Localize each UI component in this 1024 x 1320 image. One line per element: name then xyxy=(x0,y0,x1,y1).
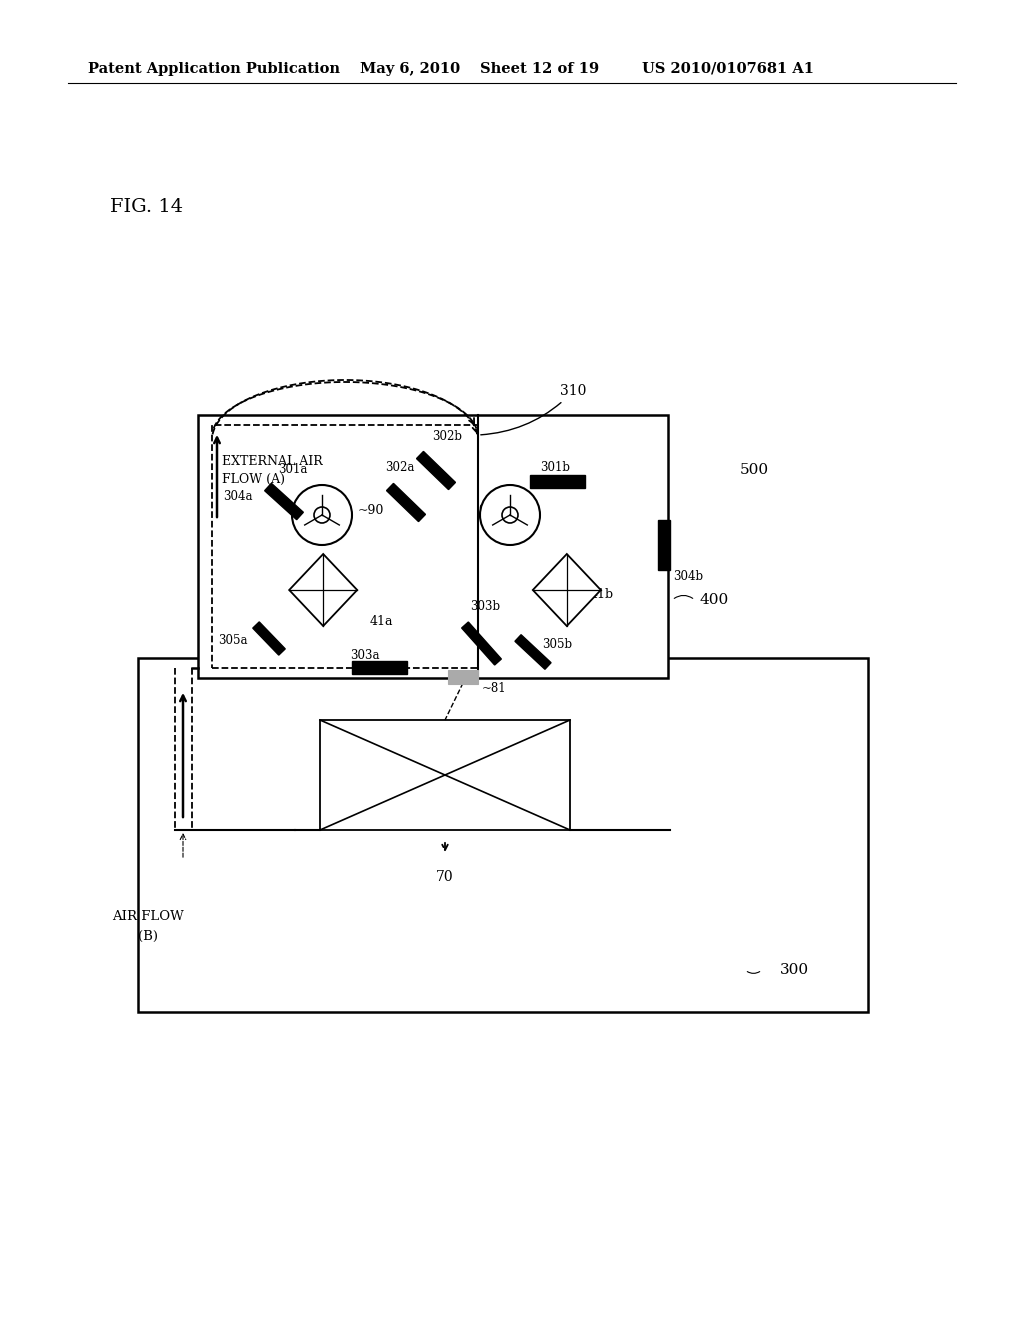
Text: FIG. 14: FIG. 14 xyxy=(110,198,183,216)
Bar xyxy=(449,671,478,684)
Text: 500: 500 xyxy=(740,463,769,477)
Bar xyxy=(530,475,585,488)
Polygon shape xyxy=(264,483,303,520)
Text: ~90: ~90 xyxy=(358,503,384,516)
Text: US 2010/0107681 A1: US 2010/0107681 A1 xyxy=(642,62,814,77)
Text: 301a: 301a xyxy=(278,463,307,477)
Text: 303a: 303a xyxy=(350,649,380,663)
Polygon shape xyxy=(532,554,601,626)
Polygon shape xyxy=(417,451,456,490)
Text: (B): (B) xyxy=(138,931,158,942)
Text: 305a: 305a xyxy=(218,634,248,647)
Text: FLOW (A): FLOW (A) xyxy=(222,473,285,486)
Text: 41b: 41b xyxy=(590,589,614,602)
Text: Sheet 12 of 19: Sheet 12 of 19 xyxy=(480,62,599,77)
Text: 91~: 91~ xyxy=(478,503,505,516)
Polygon shape xyxy=(289,554,357,626)
Text: 304b: 304b xyxy=(673,570,703,583)
Text: 303b: 303b xyxy=(470,601,500,612)
Text: 302b: 302b xyxy=(432,430,462,444)
Polygon shape xyxy=(462,622,502,665)
Circle shape xyxy=(314,507,330,523)
Circle shape xyxy=(480,484,540,545)
Text: 304a: 304a xyxy=(223,491,253,503)
Text: May 6, 2010: May 6, 2010 xyxy=(360,62,460,77)
Text: 301b: 301b xyxy=(540,461,570,474)
Text: AIR FLOW: AIR FLOW xyxy=(112,909,184,923)
Text: 310: 310 xyxy=(481,384,587,434)
Text: 305b: 305b xyxy=(542,638,572,651)
Bar xyxy=(319,719,570,830)
Polygon shape xyxy=(515,635,551,669)
Bar xyxy=(658,520,670,570)
Polygon shape xyxy=(253,622,286,655)
Text: Patent Application Publication: Patent Application Publication xyxy=(88,62,340,77)
Circle shape xyxy=(502,507,518,523)
Polygon shape xyxy=(386,483,426,521)
Text: 302a: 302a xyxy=(385,461,415,474)
Text: 400: 400 xyxy=(700,593,729,607)
Text: 41a: 41a xyxy=(370,615,393,628)
Text: 70: 70 xyxy=(436,870,454,884)
Circle shape xyxy=(292,484,352,545)
Text: 300: 300 xyxy=(780,964,809,977)
Text: EXTERNAL AIR: EXTERNAL AIR xyxy=(222,455,323,469)
Bar xyxy=(212,425,478,668)
Bar xyxy=(138,657,868,1012)
Text: ~81: ~81 xyxy=(482,682,507,696)
Bar xyxy=(352,661,407,675)
Bar xyxy=(198,414,668,678)
